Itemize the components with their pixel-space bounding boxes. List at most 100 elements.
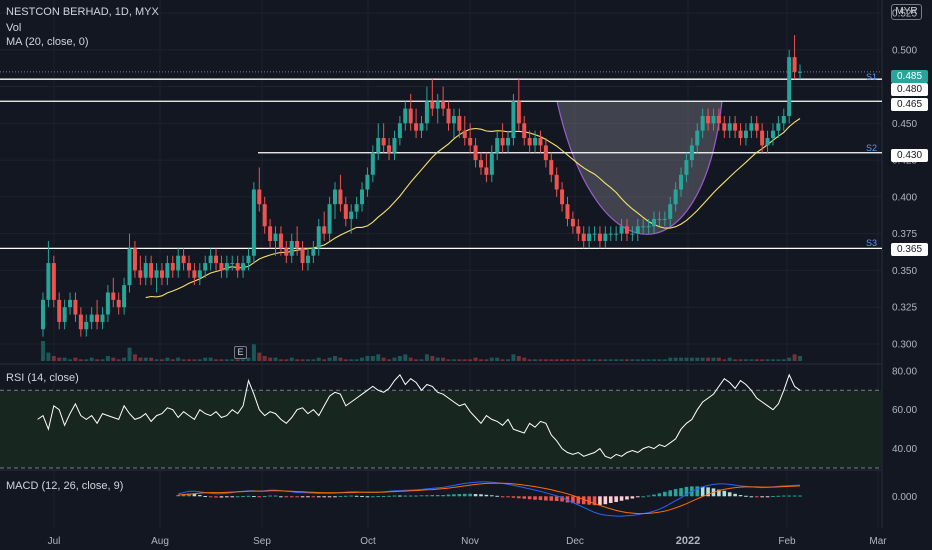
macd-histogram-bar: [289, 496, 294, 498]
volume-bar: [408, 357, 413, 361]
volume-bar: [273, 357, 278, 361]
earnings-marker[interactable]: E: [234, 346, 247, 359]
candle-body: [570, 218, 575, 227]
candle-body: [787, 57, 792, 116]
time-axis: Jul Aug Sep Oct Nov Dec 2022 Feb Mar: [48, 535, 888, 547]
candle-body: [765, 138, 770, 146]
candle-body: [749, 123, 754, 131]
macd-histogram-bar: [760, 496, 764, 498]
symbol-title: NESTCON BERHAD, 1D, MYX: [6, 6, 159, 18]
volume-bar: [668, 357, 673, 361]
macd-histogram-bar: [646, 495, 651, 497]
volume-bar: [143, 357, 148, 361]
candle-body: [322, 226, 327, 234]
last-price-tag: 0.485: [891, 70, 928, 83]
macd-histogram-bar: [338, 496, 343, 498]
macd-histogram-bar: [398, 495, 402, 497]
volume-bar: [743, 359, 748, 361]
macd-histogram-bar: [657, 493, 662, 497]
volume-bar: [435, 357, 440, 361]
currency-badge[interactable]: MYR: [891, 4, 922, 20]
macd-histogram-bar: [327, 496, 332, 498]
volume-bar: [403, 354, 408, 361]
candle-body: [662, 218, 667, 220]
macd-histogram-bar: [349, 495, 354, 497]
volume-bar: [657, 359, 662, 361]
time-tick-label: Aug: [151, 536, 169, 547]
volume-bar: [414, 359, 419, 361]
volume-bar: [235, 359, 240, 361]
volume-bar: [468, 359, 473, 361]
volume-bar: [570, 359, 575, 361]
candle-body: [381, 138, 386, 146]
price-tick-label: 0.400: [892, 192, 917, 203]
volume-bar: [192, 359, 197, 361]
candle-body: [311, 248, 316, 256]
candle-body: [549, 160, 554, 175]
volume-bar: [322, 359, 327, 361]
macd-histogram-bar: [771, 496, 775, 498]
candle-body: [781, 115, 786, 124]
candle-body: [100, 314, 105, 322]
macd-histogram-bar: [246, 495, 251, 497]
candle-body: [246, 255, 251, 264]
volume-bar: [284, 359, 289, 361]
volume-bar: [430, 356, 435, 361]
macd-histogram-bar: [225, 496, 229, 498]
candle-body: [565, 204, 570, 219]
candle-body: [592, 233, 597, 235]
candle-body: [760, 130, 765, 146]
macd-histogram-bar: [668, 490, 673, 497]
macd-histogram-bar: [462, 493, 467, 497]
volume-bar: [554, 359, 559, 361]
volume-bar: [587, 359, 592, 361]
candle-body: [441, 101, 446, 109]
macd-histogram-bar: [176, 495, 180, 497]
volume-bar: [792, 354, 797, 361]
volume-bar: [262, 356, 267, 361]
volume-bar: [457, 359, 462, 361]
volume-bar: [397, 356, 402, 361]
macd-histogram-bar: [517, 496, 521, 499]
macd-histogram-bar: [781, 495, 786, 497]
macd-histogram-bar: [441, 495, 445, 497]
volume-bar: [376, 354, 381, 361]
macd-histogram-bar: [219, 496, 224, 498]
macd-histogram-bar: [706, 487, 710, 497]
time-tick-label: Sep: [253, 536, 271, 547]
macd-histogram-bar: [614, 496, 618, 502]
rsi-tick-label: 40.00: [892, 444, 917, 455]
time-tick-label: Oct: [360, 536, 376, 547]
time-tick-label: Mar: [869, 536, 887, 547]
volume-bar: [251, 344, 256, 361]
macd-histogram-bar: [581, 496, 586, 505]
macd-histogram-bar: [506, 496, 510, 498]
candle-body: [543, 145, 548, 161]
macd-histogram-bar: [425, 495, 429, 497]
macd-histogram-bar: [587, 496, 591, 505]
macd-histogram-bar: [603, 496, 608, 505]
macd-histogram-bar: [727, 492, 732, 497]
macd-histogram-bar: [408, 495, 413, 497]
volume-bar: [679, 357, 684, 361]
candle-body: [203, 263, 208, 271]
volume-bar: [652, 359, 657, 361]
candle-body: [257, 189, 262, 205]
macd-histogram-bar: [457, 494, 462, 497]
candle-body: [727, 123, 732, 131]
candle-body: [468, 138, 473, 146]
cup-outline: [556, 101, 723, 235]
macd-legend: MACD (12, 26, close, 9): [6, 480, 124, 492]
macd-histogram-bar: [479, 494, 483, 497]
volume-bar: [689, 357, 694, 361]
volume-bar: [684, 357, 689, 361]
volume-bar: [646, 359, 651, 361]
candle-body: [679, 174, 684, 190]
candle-body: [105, 292, 110, 315]
volume-bar: [392, 357, 397, 361]
candle-body: [143, 263, 148, 278]
volume-bar: [711, 357, 716, 361]
time-tick-label: Jul: [48, 536, 61, 547]
support-resistance-lines: [0, 71, 882, 250]
